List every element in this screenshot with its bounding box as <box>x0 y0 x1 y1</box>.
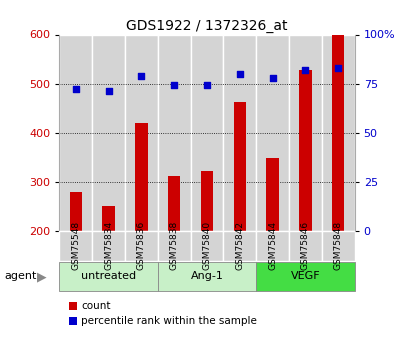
FancyBboxPatch shape <box>59 262 157 291</box>
FancyBboxPatch shape <box>256 262 354 291</box>
Text: VEGF: VEGF <box>290 272 319 282</box>
Text: agent: agent <box>4 272 36 282</box>
Text: GSM75844: GSM75844 <box>267 221 276 270</box>
Point <box>334 65 341 71</box>
FancyBboxPatch shape <box>157 230 190 261</box>
Point <box>138 73 144 78</box>
Text: GSM75548: GSM75548 <box>71 221 80 270</box>
Text: GSM75848: GSM75848 <box>333 221 342 270</box>
FancyBboxPatch shape <box>256 230 288 261</box>
Title: GDS1922 / 1372326_at: GDS1922 / 1372326_at <box>126 19 287 33</box>
Text: untreated: untreated <box>81 272 136 282</box>
Text: ▶: ▶ <box>37 270 46 283</box>
Bar <box>299 70 311 230</box>
Bar <box>135 123 147 230</box>
Point <box>301 67 308 72</box>
Bar <box>190 34 223 230</box>
Legend: count, percentile rank within the sample: count, percentile rank within the sample <box>65 297 261 331</box>
Text: GSM75840: GSM75840 <box>202 221 211 270</box>
Bar <box>102 206 115 230</box>
Point <box>203 83 210 88</box>
FancyBboxPatch shape <box>92 230 125 261</box>
Text: GSM75846: GSM75846 <box>300 221 309 270</box>
Text: GSM75842: GSM75842 <box>235 221 244 270</box>
Bar <box>256 34 288 230</box>
FancyBboxPatch shape <box>125 230 157 261</box>
Bar <box>70 192 82 230</box>
Bar <box>331 34 344 230</box>
FancyBboxPatch shape <box>288 230 321 261</box>
Bar <box>59 34 92 230</box>
Bar <box>168 176 180 230</box>
Text: Ang-1: Ang-1 <box>190 272 223 282</box>
Bar <box>288 34 321 230</box>
Bar <box>321 34 354 230</box>
FancyBboxPatch shape <box>157 262 256 291</box>
Bar <box>200 171 213 230</box>
Bar <box>223 34 256 230</box>
Bar <box>92 34 125 230</box>
FancyBboxPatch shape <box>59 230 92 261</box>
Point <box>236 71 243 77</box>
Bar <box>157 34 190 230</box>
Bar <box>266 158 278 230</box>
Bar <box>233 102 245 230</box>
Text: GSM75834: GSM75834 <box>104 221 113 270</box>
Point <box>105 89 112 94</box>
Point <box>171 83 177 88</box>
Text: GSM75836: GSM75836 <box>137 221 146 270</box>
FancyBboxPatch shape <box>321 230 354 261</box>
FancyBboxPatch shape <box>190 230 223 261</box>
Point <box>72 87 79 92</box>
FancyBboxPatch shape <box>223 230 256 261</box>
Point <box>269 75 275 80</box>
Text: GSM75838: GSM75838 <box>169 221 178 270</box>
Bar <box>125 34 157 230</box>
